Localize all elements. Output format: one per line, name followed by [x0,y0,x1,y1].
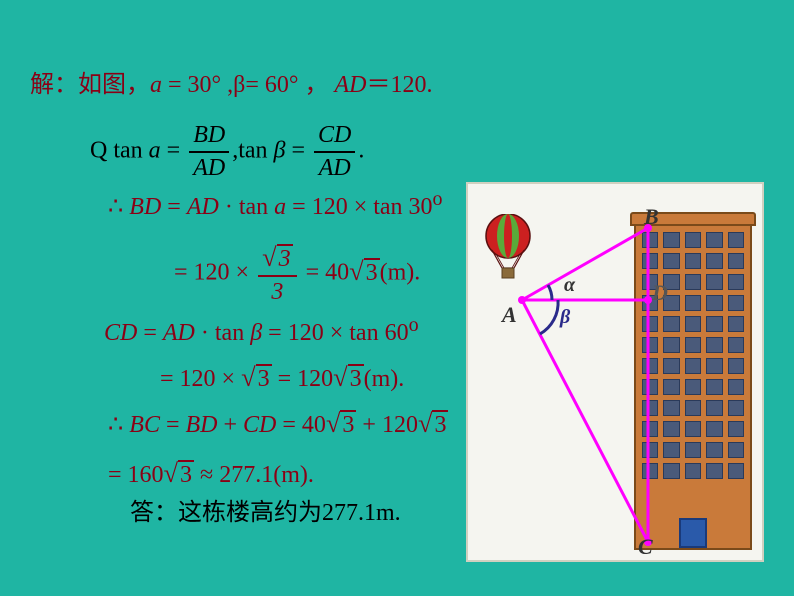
l3-ad: AD [187,194,219,220]
l7-sqrt1: 3 [326,406,356,441]
l4-den: 3 [258,277,296,308]
l2-eq: = [161,138,187,164]
l5-b: β [250,320,262,346]
l5-dot: · [195,320,215,346]
l5-ad: AD [163,320,195,346]
l2-num2: CD [314,120,355,153]
l7-therefore: ∴ [108,412,129,438]
l2-eq2: = [286,138,312,164]
l7-bd: BD [186,412,218,438]
label-b: B [644,204,659,230]
l3-bd: BD [129,194,161,220]
l3-tan: tan [239,194,274,220]
l7-eq: = [160,412,186,438]
l6-sqrt1: 3 [241,360,271,395]
l6-unit: (m). [364,366,405,392]
l5-eq2: = 120 × tan 60 [262,320,408,346]
label-beta: β [560,306,570,329]
l7-plus2: + 120 [356,412,418,438]
l5-deg: o [409,314,419,336]
l5-cd: CD [104,320,137,346]
line1-prefix: 解：如图， [30,72,150,98]
l2-tan1: tan [113,138,148,164]
line1-rest1: = 30° ,β= 60° ， [162,72,334,98]
l5-tan: tan [215,320,250,346]
label-alpha: α [564,274,575,297]
line1-var-ad: AD [334,72,366,98]
l3-eq: = [161,194,187,220]
line1-var-a: a [150,72,162,98]
l2-b: β [274,138,286,164]
l3-dot: · [219,194,239,220]
l4-frac: 33 [258,240,296,308]
l2-den2: AD [314,153,355,184]
l2-frac1: BDAD [189,120,229,184]
label-c: C [638,534,653,560]
l4-eq: = 120 × [174,260,255,286]
l7-eq2: = 40 [276,412,326,438]
line1-rest2: ＝120. [366,72,432,98]
l7-sqrt2: 3 [418,406,448,441]
diagram: A B C D α β [466,182,764,562]
l7-cd: CD [243,412,276,438]
l2-end: . [358,138,364,164]
l2-num1: BD [189,120,229,153]
l4-eq2: = 40 [300,260,350,286]
l7-plus: + [218,412,244,438]
l3-a: a [274,194,286,220]
l3-deg: o [433,188,443,210]
answer-text: 答：这栋楼高约为277.1m. [130,498,401,529]
l2-tan2: tan [238,138,273,164]
l2-frac2: CDAD [314,120,355,184]
l4-num: 3 [258,240,296,277]
l3-eq2: = 120 × tan 30 [286,194,432,220]
l6-sqrt2: 3 [333,360,363,395]
triangle-overlay [468,184,766,564]
l4-unit: (m). [380,260,421,286]
l3-therefore: ∴ [108,194,129,220]
l2-q: Q [90,138,113,164]
l6-eq2: = 120 [272,366,334,392]
label-d: D [652,280,668,306]
label-a: A [502,302,517,328]
l2-a: a [149,138,161,164]
l8-approx: ≈ 277.1(m). [194,462,314,488]
l5-eq: = [137,320,163,346]
l7-bc: BC [129,412,160,438]
l4-sqrt: 3 [349,254,379,289]
l2-den1: AD [189,153,229,184]
l8-sqrt: 3 [164,456,194,491]
l8-eq: = 160 [108,462,164,488]
l6-eq: = 120 × [160,366,241,392]
